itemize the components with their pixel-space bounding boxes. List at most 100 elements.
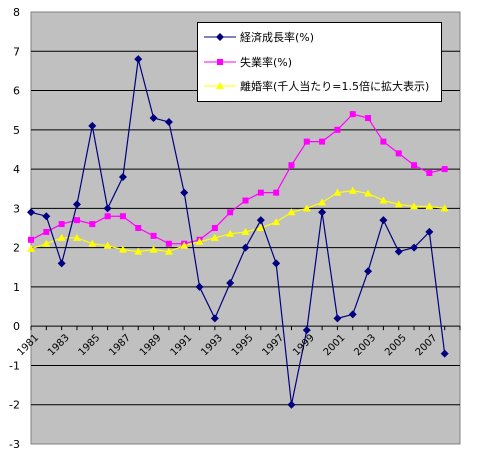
data-point-triangle	[103, 241, 112, 249]
data-point-triangle	[195, 237, 204, 245]
data-point-square	[28, 236, 34, 243]
data-point-triangle	[302, 204, 311, 212]
series-line	[30, 190, 445, 253]
data-point-square	[58, 221, 65, 228]
diamond-marker-icon	[204, 33, 236, 41]
series-2	[27, 186, 449, 255]
data-point-triangle	[410, 202, 419, 210]
data-point-triangle	[318, 198, 327, 206]
data-point-diamond	[195, 282, 204, 291]
y-tick-label: -3	[9, 438, 20, 451]
data-point-diamond	[364, 267, 373, 276]
data-point-triangle	[180, 241, 189, 249]
data-point-triangle	[149, 245, 158, 253]
data-point-triangle	[72, 233, 81, 241]
data-point-triangle	[42, 239, 51, 247]
data-point-triangle	[210, 233, 219, 241]
data-point-square	[211, 225, 218, 231]
y-tick-label: 4	[13, 163, 20, 176]
y-tick-label: 5	[13, 124, 20, 137]
legend-label-gdp: 経済成長率(%)	[240, 31, 315, 44]
data-point-triangle	[256, 224, 265, 231]
data-point-square	[288, 162, 295, 169]
data-point-square	[227, 209, 234, 216]
data-point-square	[73, 217, 80, 224]
data-point-square	[441, 166, 448, 173]
y-tick-label: -2	[9, 399, 20, 412]
series-0	[27, 55, 449, 409]
data-point-diamond	[348, 310, 357, 319]
data-point-triangle	[364, 189, 373, 197]
data-point-square	[104, 213, 111, 220]
data-point-square	[303, 138, 310, 145]
data-point-square	[89, 221, 96, 228]
y-tick-label: 7	[13, 45, 20, 58]
square-marker-icon	[204, 59, 236, 65]
data-point-square	[257, 189, 264, 196]
data-point-square	[273, 189, 280, 196]
legend-label-unemployment: 失業率(%)	[240, 56, 293, 69]
data-point-triangle	[241, 227, 250, 235]
legend-label-divorce: 離婚率(千人当たり=1.5倍に拡大表示)	[240, 80, 430, 93]
data-point-diamond	[394, 247, 403, 256]
y-tick-label: 0	[13, 320, 20, 333]
data-point-diamond	[241, 243, 250, 252]
data-point-square	[319, 138, 326, 145]
y-tick-label: 2	[13, 242, 20, 255]
data-point-square	[242, 197, 249, 204]
triangle-marker-icon	[204, 82, 236, 89]
data-point-triangle	[394, 200, 403, 208]
data-point-diamond	[42, 212, 51, 221]
data-point-diamond	[333, 314, 342, 323]
data-point-triangle	[118, 245, 127, 253]
legend: 経済成長率(%) 失業率(%) 離婚率(千人当たり=1.5倍に拡大表示)	[197, 22, 442, 102]
data-point-diamond	[103, 204, 112, 213]
y-tick-label: 6	[13, 85, 20, 98]
data-point-diamond	[164, 117, 173, 126]
legend-item-unemployment: 失業率(%)	[204, 53, 292, 71]
y-tick-label: 3	[13, 202, 20, 215]
data-point-triangle	[57, 233, 66, 241]
data-point-triangle	[272, 218, 281, 226]
data-point-square	[380, 138, 387, 145]
data-point-square	[365, 115, 372, 122]
data-point-diamond	[379, 216, 388, 225]
data-point-square	[119, 213, 126, 220]
data-point-square	[135, 225, 142, 231]
data-point-triangle	[164, 247, 173, 255]
data-point-square	[426, 170, 433, 177]
data-point-square	[411, 162, 418, 169]
data-point-diamond	[134, 55, 143, 64]
data-point-diamond	[57, 259, 66, 268]
legend-item-divorce: 離婚率(千人当たり=1.5倍に拡大表示)	[204, 77, 429, 95]
data-point-triangle	[27, 244, 35, 252]
data-point-triangle	[333, 188, 342, 196]
data-point-triangle	[425, 202, 434, 210]
y-tick-label: -1	[9, 359, 20, 372]
data-point-diamond	[256, 216, 265, 225]
data-point-diamond	[302, 326, 311, 335]
legend-item-gdp: 経済成長率(%)	[204, 28, 314, 46]
data-point-diamond	[287, 400, 296, 409]
x-axis-tick-marks	[30, 326, 461, 331]
y-axis-ticks: 8 7 6 5 4 3 2 1 0 -1 -2 -3	[9, 6, 20, 451]
data-point-triangle	[348, 186, 357, 194]
data-point-triangle	[88, 239, 97, 247]
data-point-triangle	[226, 229, 235, 237]
data-point-diamond	[272, 259, 281, 268]
data-point-diamond	[180, 188, 189, 197]
data-point-square	[334, 126, 341, 133]
data-point-diamond	[410, 243, 419, 252]
data-point-triangle	[440, 204, 449, 212]
data-point-diamond	[318, 208, 327, 217]
series-line	[30, 113, 445, 245]
series-line	[30, 58, 446, 405]
data-point-square	[349, 111, 356, 118]
data-point-diamond	[210, 314, 219, 323]
y-tick-label: 8	[13, 6, 20, 19]
data-point-triangle	[287, 208, 296, 216]
data-point-diamond	[72, 200, 81, 209]
data-point-diamond	[440, 349, 449, 358]
data-point-diamond	[88, 121, 97, 130]
data-point-diamond	[425, 227, 434, 236]
